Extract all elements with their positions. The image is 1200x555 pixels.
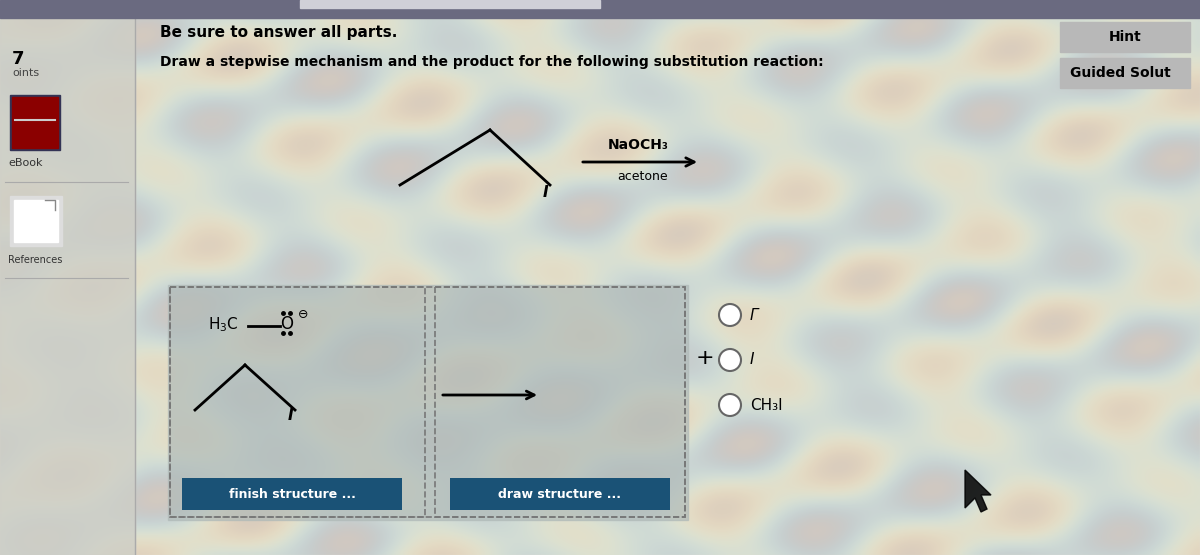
Text: I: I bbox=[288, 408, 294, 423]
Text: oints: oints bbox=[12, 68, 40, 78]
Text: eBook: eBook bbox=[8, 158, 42, 168]
Bar bbox=[170, 287, 685, 517]
Bar bbox=[170, 287, 425, 517]
Text: References: References bbox=[8, 255, 62, 265]
Text: I: I bbox=[750, 352, 755, 367]
Bar bbox=[436, 287, 685, 517]
Bar bbox=[12, 97, 58, 148]
Text: O: O bbox=[280, 315, 293, 333]
Text: draw structure ...: draw structure ... bbox=[498, 487, 622, 501]
Text: finish structure ...: finish structure ... bbox=[228, 487, 355, 501]
Bar bbox=[10, 196, 62, 246]
Circle shape bbox=[719, 304, 742, 326]
Text: Hint: Hint bbox=[1109, 30, 1141, 44]
Circle shape bbox=[719, 394, 742, 416]
Text: NaOCH₃: NaOCH₃ bbox=[608, 138, 668, 152]
Bar bbox=[134, 18, 1200, 555]
Text: ⊖: ⊖ bbox=[298, 308, 308, 321]
Bar bbox=[14, 200, 58, 242]
Bar bbox=[450, 478, 670, 510]
Text: Guided Solut: Guided Solut bbox=[1069, 66, 1170, 80]
Text: H$_3$C: H$_3$C bbox=[208, 315, 239, 334]
Bar bbox=[182, 478, 402, 510]
Text: CH₃I: CH₃I bbox=[750, 397, 782, 412]
Polygon shape bbox=[965, 470, 991, 512]
Bar bbox=[1060, 58, 1190, 88]
Text: Be sure to answer all parts.: Be sure to answer all parts. bbox=[160, 25, 397, 40]
Text: I: I bbox=[542, 185, 548, 200]
Text: 7: 7 bbox=[12, 50, 24, 68]
Bar bbox=[0, 0, 1200, 18]
Text: +: + bbox=[696, 348, 714, 368]
Text: acetone: acetone bbox=[617, 170, 667, 183]
Text: Draw a stepwise mechanism and the product for the following substitution reactio: Draw a stepwise mechanism and the produc… bbox=[160, 55, 823, 69]
Bar bbox=[10, 95, 60, 150]
Bar bbox=[168, 285, 688, 520]
Bar bbox=[1060, 22, 1190, 52]
Bar bbox=[300, 0, 600, 8]
Text: Γ: Γ bbox=[750, 307, 758, 322]
Circle shape bbox=[719, 349, 742, 371]
Bar bbox=[0, 0, 134, 555]
